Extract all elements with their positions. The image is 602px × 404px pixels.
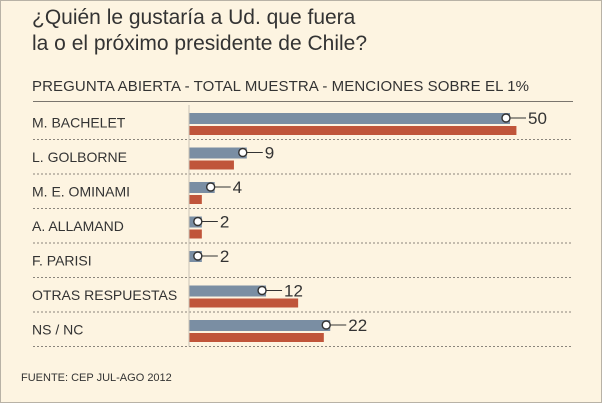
category-label: F. PARISI [32, 252, 92, 268]
category-label: M. BACHELET [32, 114, 126, 130]
value-label: 50 [528, 109, 547, 128]
value-label: 2 [220, 213, 229, 232]
bar-series-2 [189, 195, 202, 204]
chart-subtitle: PREGUNTA ABIERTA - TOTAL MUESTRA - MENCI… [32, 78, 530, 95]
value-label: 9 [265, 144, 274, 163]
category-label: L. GOLBORNE [32, 149, 127, 165]
bar-series-2 [189, 298, 299, 308]
bar-series-2 [189, 333, 324, 342]
value-label: 22 [348, 316, 367, 335]
value-marker [238, 147, 248, 158]
bar-series-1 [189, 285, 267, 297]
value-marker [193, 216, 203, 227]
category-label: M. E. OMINAMI [32, 183, 130, 199]
bar-series-2 [189, 126, 517, 135]
value-marker [501, 113, 511, 123]
value-label: 12 [284, 282, 303, 301]
bar-series-1 [189, 147, 247, 159]
bar-series-1 [189, 320, 331, 331]
bar-series-2 [189, 229, 202, 239]
chart-title: ¿Quién le gustaría a Ud. que fuera la o … [32, 6, 368, 55]
value-marker [257, 285, 267, 296]
value-marker [205, 182, 216, 192]
value-marker [321, 320, 331, 330]
value-marker [193, 251, 203, 261]
category-label: OTRAS RESPUESTAS [32, 287, 177, 303]
source-note: FUENTE: CEP JUL-AGO 2012 [21, 372, 172, 384]
category-label: NS / NC [32, 321, 83, 337]
category-label: A. ALLAMAND [32, 218, 124, 234]
bar-series-1 [189, 113, 510, 124]
value-label: 2 [220, 247, 229, 266]
bar-series-2 [189, 160, 234, 170]
bar-series-1 [189, 182, 215, 193]
value-label: 4 [233, 178, 242, 197]
header-rule [33, 101, 573, 102]
